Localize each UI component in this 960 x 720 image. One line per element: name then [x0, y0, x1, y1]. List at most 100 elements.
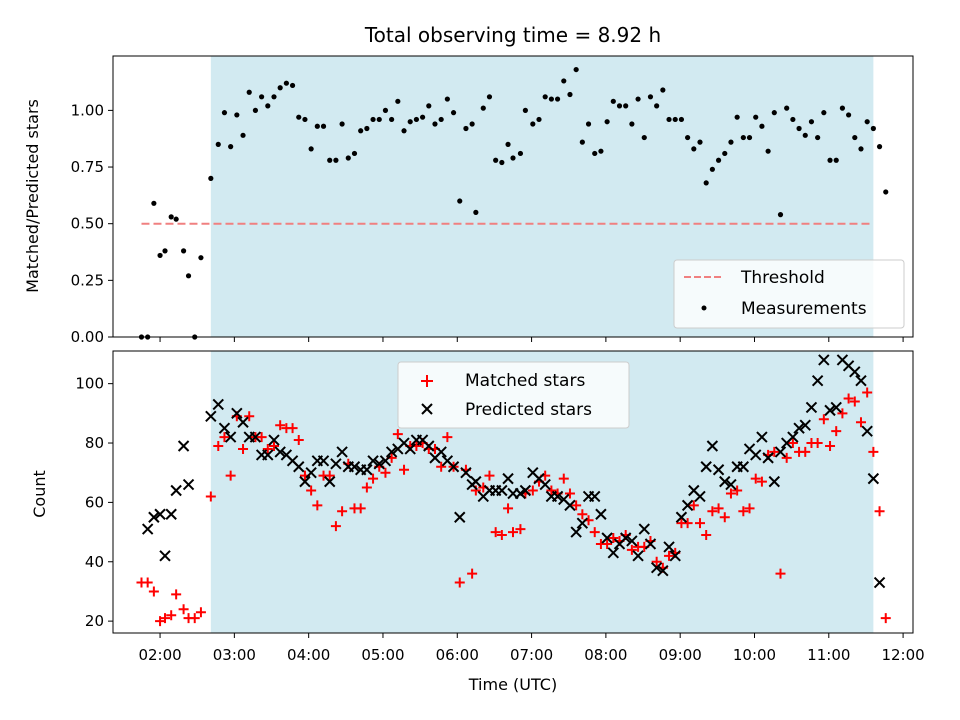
predicted-star-marker	[447, 461, 460, 473]
measurement-point	[240, 132, 246, 138]
predicted-star-marker	[324, 475, 336, 488]
measurement-point	[554, 96, 561, 102]
measurement-point	[486, 94, 493, 100]
matched-star-marker	[205, 491, 216, 502]
matched-star-marker	[160, 613, 171, 624]
count-y-axis-label: Count	[30, 470, 49, 518]
matched-star-marker	[756, 476, 767, 487]
predicted-star-marker	[460, 466, 472, 479]
matched-star-marker	[862, 387, 873, 398]
measurement-point	[536, 116, 542, 123]
measurement-point	[839, 105, 846, 111]
predicted-star-marker	[385, 446, 398, 458]
measurement-point	[746, 134, 753, 141]
measurement-point	[333, 157, 339, 163]
matched-star-marker	[312, 500, 323, 511]
predicted-star-marker	[867, 472, 880, 485]
predicted-star-marker	[644, 538, 657, 550]
predicted-star-marker	[182, 478, 195, 491]
measurement-point	[660, 87, 666, 93]
measurement-point	[585, 121, 592, 127]
measurement-point	[604, 119, 610, 125]
matched-star-marker	[577, 509, 588, 520]
measurement-point	[221, 110, 228, 116]
matched-star-marker	[380, 467, 391, 478]
matched-star-marker	[738, 506, 749, 517]
count-legend-box	[397, 361, 630, 429]
legend-predicted-swatch	[421, 403, 433, 415]
predicted-star-marker	[551, 490, 564, 503]
predicted-star-marker	[774, 446, 787, 458]
ratio-y-tick-label: 0.00	[71, 328, 104, 346]
measurement-point	[703, 180, 709, 186]
matched-star-marker	[293, 435, 304, 446]
predicted-star-marker	[177, 440, 190, 452]
predicted-star-marker	[638, 523, 650, 535]
matched-star-marker	[178, 604, 189, 615]
chart-title: Total observing time = 8.92 h	[364, 23, 661, 47]
matched-star-marker	[558, 473, 569, 484]
predicted-star-marker	[170, 484, 182, 497]
measurement-point	[654, 103, 660, 109]
predicted-star-marker	[737, 461, 750, 473]
predicted-star-marker	[348, 461, 361, 473]
time-x-tick-label: 05:00	[361, 646, 404, 664]
predicted-star-marker	[224, 431, 237, 443]
count-y-tick-label: 20	[85, 612, 104, 630]
measurement-point	[796, 125, 802, 132]
measurement-point	[548, 96, 554, 102]
legend-measurements-label: Measurements	[741, 299, 867, 319]
predicted-star-marker	[564, 499, 576, 512]
predicted-star-marker	[855, 374, 867, 387]
measurement-point	[802, 132, 808, 138]
matched-star-marker	[337, 506, 348, 517]
predicted-star-marker	[589, 490, 601, 503]
predicted-star-marker	[268, 434, 280, 446]
matched-star-marker	[719, 512, 730, 523]
measurement-point	[407, 119, 413, 125]
predicted-star-marker	[818, 354, 830, 366]
measurement-point	[771, 110, 777, 116]
measurement-point	[815, 134, 821, 141]
measurement-point	[573, 66, 579, 73]
predicted-star-marker	[824, 404, 836, 417]
matched-star-marker	[787, 438, 798, 449]
measurement-point	[339, 121, 345, 127]
measurement-point	[784, 105, 790, 111]
measurement-point	[493, 157, 499, 163]
predicted-star-marker	[607, 547, 620, 559]
time-x-tick-label: 09:00	[659, 646, 702, 664]
ratio-y-tick-label: 0.75	[71, 158, 104, 176]
matched-star-marker	[195, 607, 206, 618]
predicted-star-marker	[601, 532, 613, 544]
measurement-point	[271, 94, 277, 100]
matched-star-marker	[436, 461, 447, 472]
count-y-axis-ticks: 20 40 60 80 100	[75, 375, 113, 630]
measurement-point	[647, 94, 654, 100]
matched-star-marker	[682, 518, 693, 529]
predicted-star-marker	[262, 449, 274, 461]
predicted-star-marker	[148, 511, 160, 523]
predicted-star-marker	[435, 446, 447, 458]
predicted-star-marker	[470, 475, 482, 488]
matched-star-marker	[306, 485, 317, 496]
time-x-tick-label: 03:00	[213, 646, 256, 664]
legend-matched-swatch	[421, 375, 433, 387]
matched-star-marker	[880, 613, 891, 624]
matched-star-marker	[219, 432, 230, 443]
count-legend: Matched stars Predicted stars	[397, 361, 630, 429]
predicted-star-marker	[231, 407, 243, 420]
predicted-star-marker	[632, 550, 644, 562]
time-x-tick-label: 04:00	[287, 646, 330, 664]
measurement-point	[623, 103, 629, 109]
time-x-tick-label: 12:00	[881, 646, 924, 664]
measurement-point	[846, 112, 852, 118]
time-x-tick-label: 06:00	[436, 646, 479, 664]
ratio-legend-box	[673, 259, 905, 329]
matched-star-marker	[484, 470, 495, 481]
matched-star-marker	[268, 440, 279, 451]
measurement-point	[265, 103, 271, 109]
measurement-point	[277, 85, 283, 91]
count-panel-frame	[112, 350, 914, 634]
ratio-x-axis-ticks	[159, 337, 904, 342]
